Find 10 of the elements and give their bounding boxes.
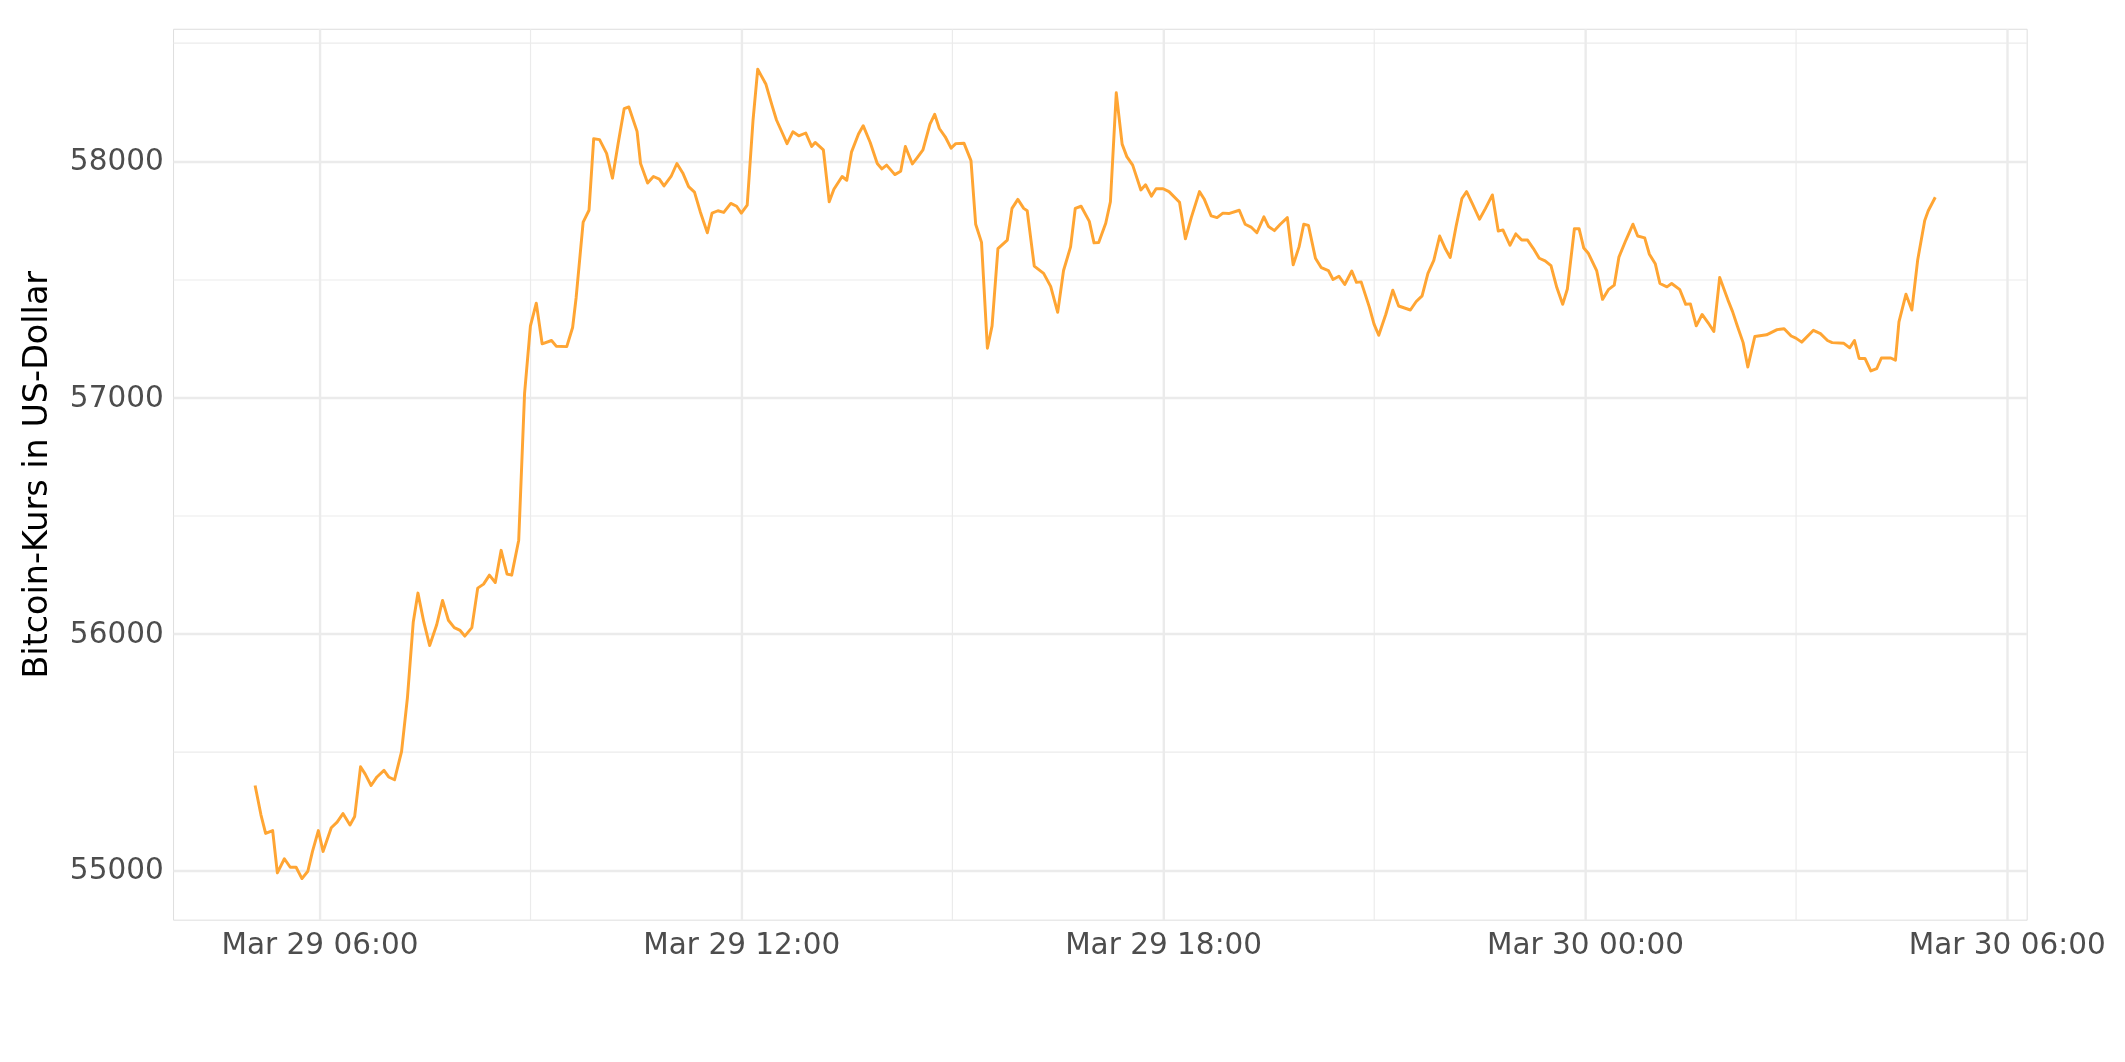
y-tick-label: 56000	[69, 616, 164, 651]
y-axis-title: Bitcoin-Kurs in US-Dollar	[16, 270, 56, 679]
x-tick-label: Mar 29 12:00	[643, 926, 841, 961]
y-tick-label: 58000	[69, 143, 164, 178]
y-tick-label: 55000	[69, 852, 164, 887]
x-tick-label: Mar 29 06:00	[221, 926, 419, 961]
y-tick-label: 57000	[69, 379, 164, 414]
x-tick-label: Mar 30 00:00	[1486, 926, 1684, 961]
x-tick-label: Mar 30 06:00	[1908, 926, 2106, 961]
x-tick-label: Mar 29 18:00	[1065, 926, 1263, 961]
